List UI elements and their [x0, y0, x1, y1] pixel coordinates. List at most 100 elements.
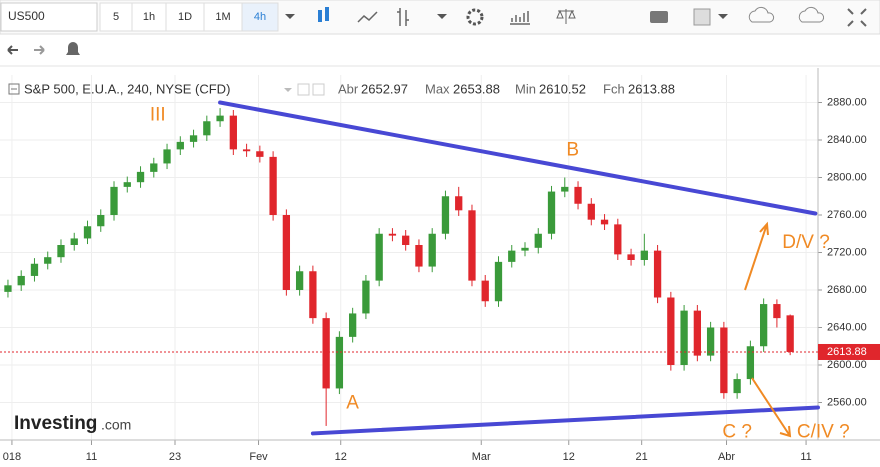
interval-button[interactable]: [165, 2, 205, 32]
trendline: [218, 100, 818, 216]
eye-icon[interactable]: [297, 83, 310, 96]
close-label: Fch: [603, 81, 625, 96]
interval: 1h: [143, 11, 155, 23]
fullscreen-icon[interactable]: [847, 8, 867, 27]
candle-body: [415, 245, 423, 267]
candle-body: [295, 271, 304, 290]
candle-body: [17, 275, 25, 286]
settings-icon[interactable]: [312, 83, 325, 96]
y-tick-label: 2840.00: [827, 134, 867, 146]
toolbar: US500 5 1h 1D 1M 4h: [0, 0, 880, 35]
annotation: B: [566, 139, 579, 160]
interval-button[interactable]: [203, 2, 243, 32]
candle-body: [110, 186, 118, 215]
line-icon[interactable]: [357, 11, 378, 23]
candle-body: [667, 297, 675, 365]
symbol-input[interactable]: [0, 2, 98, 32]
x-tick-label: 11: [86, 451, 97, 463]
x-tick-label: 018: [3, 451, 21, 463]
cloud-upload-icon[interactable]: [798, 6, 825, 23]
candle-body: [57, 245, 65, 258]
candle-body: [680, 310, 688, 365]
candle-body: [402, 235, 410, 245]
logo-suffix: .com: [101, 417, 131, 433]
cloud-download-icon[interactable]: [748, 6, 775, 23]
candle-body: [70, 238, 78, 245]
x-tick-label: Abr: [718, 451, 735, 463]
candle-body: [627, 254, 635, 260]
dropdown-icon[interactable]: [718, 14, 728, 19]
candle-body: [786, 315, 794, 352]
candle-body: [614, 224, 622, 255]
candle-body: [574, 186, 582, 204]
bars-icon[interactable]: [397, 8, 409, 26]
candle-body: [547, 191, 556, 234]
candle-body: [97, 215, 105, 227]
candle-icon[interactable]: [318, 7, 329, 22]
candle-body: [362, 280, 370, 314]
undo-icon[interactable]: [7, 45, 18, 55]
y-tick-label: 2600.00: [827, 359, 867, 371]
y-tick-label: 2760.00: [827, 209, 867, 221]
interval: 4h: [254, 11, 266, 23]
open-value: 2652.97: [361, 81, 408, 96]
candle-body: [587, 203, 595, 220]
candle-body: [123, 182, 131, 187]
camera-icon[interactable]: [650, 11, 668, 23]
candle-body: [428, 233, 436, 267]
x-tick-label: 21: [636, 451, 648, 463]
x-tick-label: 11: [800, 451, 811, 463]
interval-button[interactable]: [131, 2, 167, 32]
annotation: A: [346, 392, 359, 413]
annotation: C ?: [722, 422, 752, 443]
candle-body: [203, 121, 211, 136]
candle-body: [44, 257, 52, 264]
candle-body: [30, 263, 39, 276]
candle-body: [256, 151, 264, 157]
low-value: 2610.52: [539, 81, 586, 96]
candle-body: [508, 250, 516, 262]
x-tick-label: Mar: [472, 451, 491, 463]
candle-body: [720, 327, 728, 394]
candle-body: [534, 233, 542, 248]
high-label: Max: [425, 81, 450, 96]
indicators-icon[interactable]: [510, 11, 530, 25]
compare-icon[interactable]: [556, 9, 576, 24]
color-icon[interactable]: [693, 8, 711, 26]
candle-body: [693, 310, 702, 356]
last-price-box: [818, 343, 880, 360]
close-value: 2613.88: [628, 81, 675, 96]
interval-button-active[interactable]: [241, 2, 279, 32]
candle-body: [349, 313, 357, 337]
candle-body: [706, 327, 715, 356]
settings-icon[interactable]: [466, 8, 484, 26]
annotation: C/IV ?: [797, 422, 850, 443]
chart-title: S&P 500, E.U.A., 240, NYSE (CFD): [24, 81, 230, 96]
candle-body: [468, 210, 476, 281]
candle-body: [136, 171, 145, 183]
candle-body: [733, 379, 741, 394]
last-price-label: 2613.88: [827, 346, 867, 358]
dropdown-icon[interactable]: [284, 88, 292, 92]
trendline: [310, 405, 820, 436]
candle-body: [653, 250, 662, 298]
candle-body: [388, 233, 397, 236]
dropdown-icon[interactable]: [285, 14, 295, 19]
candle-body: [375, 233, 383, 281]
collapse-icon[interactable]: [8, 83, 20, 95]
chart-header: S&P 500, E.U.A., 240, NYSE (CFD) Abr 265…: [8, 81, 675, 96]
toolbar-secondary: [0, 42, 880, 67]
interval: 1M: [215, 11, 230, 23]
candle-body: [561, 186, 569, 192]
dropdown-icon[interactable]: [437, 14, 447, 19]
candle-body: [759, 304, 768, 347]
y-tick-label: 2680.00: [827, 284, 867, 296]
high-value: 2653.88: [453, 81, 500, 96]
alert-icon[interactable]: [66, 42, 80, 55]
annotation: III: [150, 105, 166, 126]
x-tick-label: 23: [169, 451, 181, 463]
redo-icon[interactable]: [34, 45, 45, 55]
candle-body: [229, 115, 237, 150]
